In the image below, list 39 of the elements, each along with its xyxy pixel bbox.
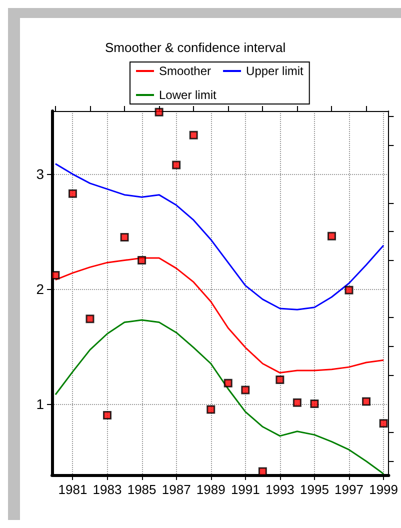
y-tick-label: 2 <box>36 280 44 297</box>
point <box>103 411 112 420</box>
x-tick-label: 1989 <box>196 482 226 497</box>
point <box>138 256 146 265</box>
x-tick-label: 1995 <box>300 482 329 497</box>
point <box>292 398 302 407</box>
point <box>276 375 284 384</box>
point <box>86 314 94 324</box>
chart-title: Smoother & confidence interval <box>105 40 286 55</box>
x-tick-label: 1997 <box>334 482 364 497</box>
point <box>327 232 336 240</box>
point <box>258 467 267 476</box>
x-tick-label: 1981 <box>58 482 88 497</box>
point <box>51 270 60 280</box>
point <box>206 405 216 414</box>
x-tick-label: 1993 <box>265 482 294 497</box>
point <box>120 233 129 242</box>
point <box>310 400 319 408</box>
y-tick-label: 1 <box>36 396 44 412</box>
point <box>362 397 371 406</box>
point <box>172 160 181 170</box>
y-tick-label: 3 <box>36 166 44 182</box>
x-tick-label: 1985 <box>127 482 156 497</box>
legend-label: Upper limit <box>246 64 304 78</box>
x-tick-label: 1991 <box>230 482 260 497</box>
point <box>154 108 164 116</box>
line-series <box>54 163 384 310</box>
x-tick-label: 1983 <box>92 482 122 497</box>
line-series <box>54 319 384 475</box>
legend-label: Lower limit <box>159 88 218 102</box>
legend-label: Smoother <box>159 64 212 78</box>
x-tick-label: 1987 <box>162 482 191 497</box>
point <box>344 286 354 294</box>
x-tick-label: 1999 <box>369 482 398 497</box>
point <box>379 419 388 428</box>
point <box>224 378 232 388</box>
point <box>189 130 198 140</box>
point <box>241 386 250 394</box>
point <box>68 189 77 198</box>
